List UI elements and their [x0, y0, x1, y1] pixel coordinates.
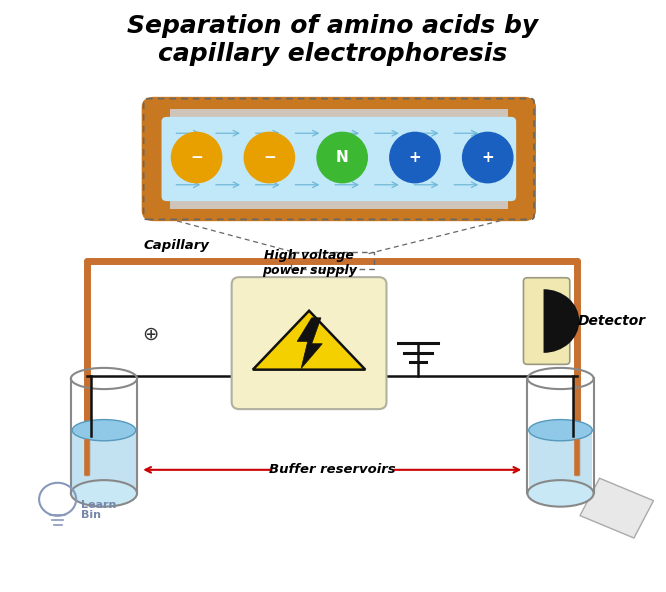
Text: N: N [336, 150, 348, 165]
Bar [71, 378, 137, 493]
Ellipse shape [463, 133, 513, 183]
FancyBboxPatch shape [232, 277, 386, 409]
Text: Capillary: Capillary [144, 239, 210, 252]
Text: +: + [408, 150, 422, 165]
FancyBboxPatch shape [142, 97, 536, 221]
Ellipse shape [171, 133, 222, 183]
Text: Bin: Bin [81, 510, 101, 520]
Text: High voltage
power supply: High voltage power supply [262, 249, 356, 277]
Polygon shape [580, 478, 653, 538]
Text: Learn: Learn [81, 500, 116, 510]
Bar [170, 196, 507, 209]
Ellipse shape [244, 133, 294, 183]
Text: −: − [263, 150, 276, 165]
Bar [170, 109, 507, 122]
Text: +: + [482, 150, 494, 165]
Polygon shape [253, 311, 366, 369]
Ellipse shape [71, 480, 137, 507]
Ellipse shape [317, 133, 367, 183]
Wedge shape [543, 289, 579, 353]
Text: Buffer reservoirs: Buffer reservoirs [269, 464, 396, 477]
Ellipse shape [72, 420, 136, 441]
Ellipse shape [529, 420, 592, 441]
Bar [529, 430, 592, 493]
Text: Separation of amino acids by
capillary electrophoresis: Separation of amino acids by capillary e… [127, 14, 537, 66]
Text: Detector: Detector [577, 314, 646, 328]
Polygon shape [297, 318, 322, 368]
Ellipse shape [527, 480, 593, 507]
Ellipse shape [390, 133, 440, 183]
Bar [527, 378, 593, 493]
FancyBboxPatch shape [162, 117, 516, 201]
Text: −: − [190, 150, 203, 165]
Bar [72, 430, 136, 493]
FancyBboxPatch shape [523, 278, 570, 364]
Text: ⊕: ⊕ [142, 325, 159, 344]
